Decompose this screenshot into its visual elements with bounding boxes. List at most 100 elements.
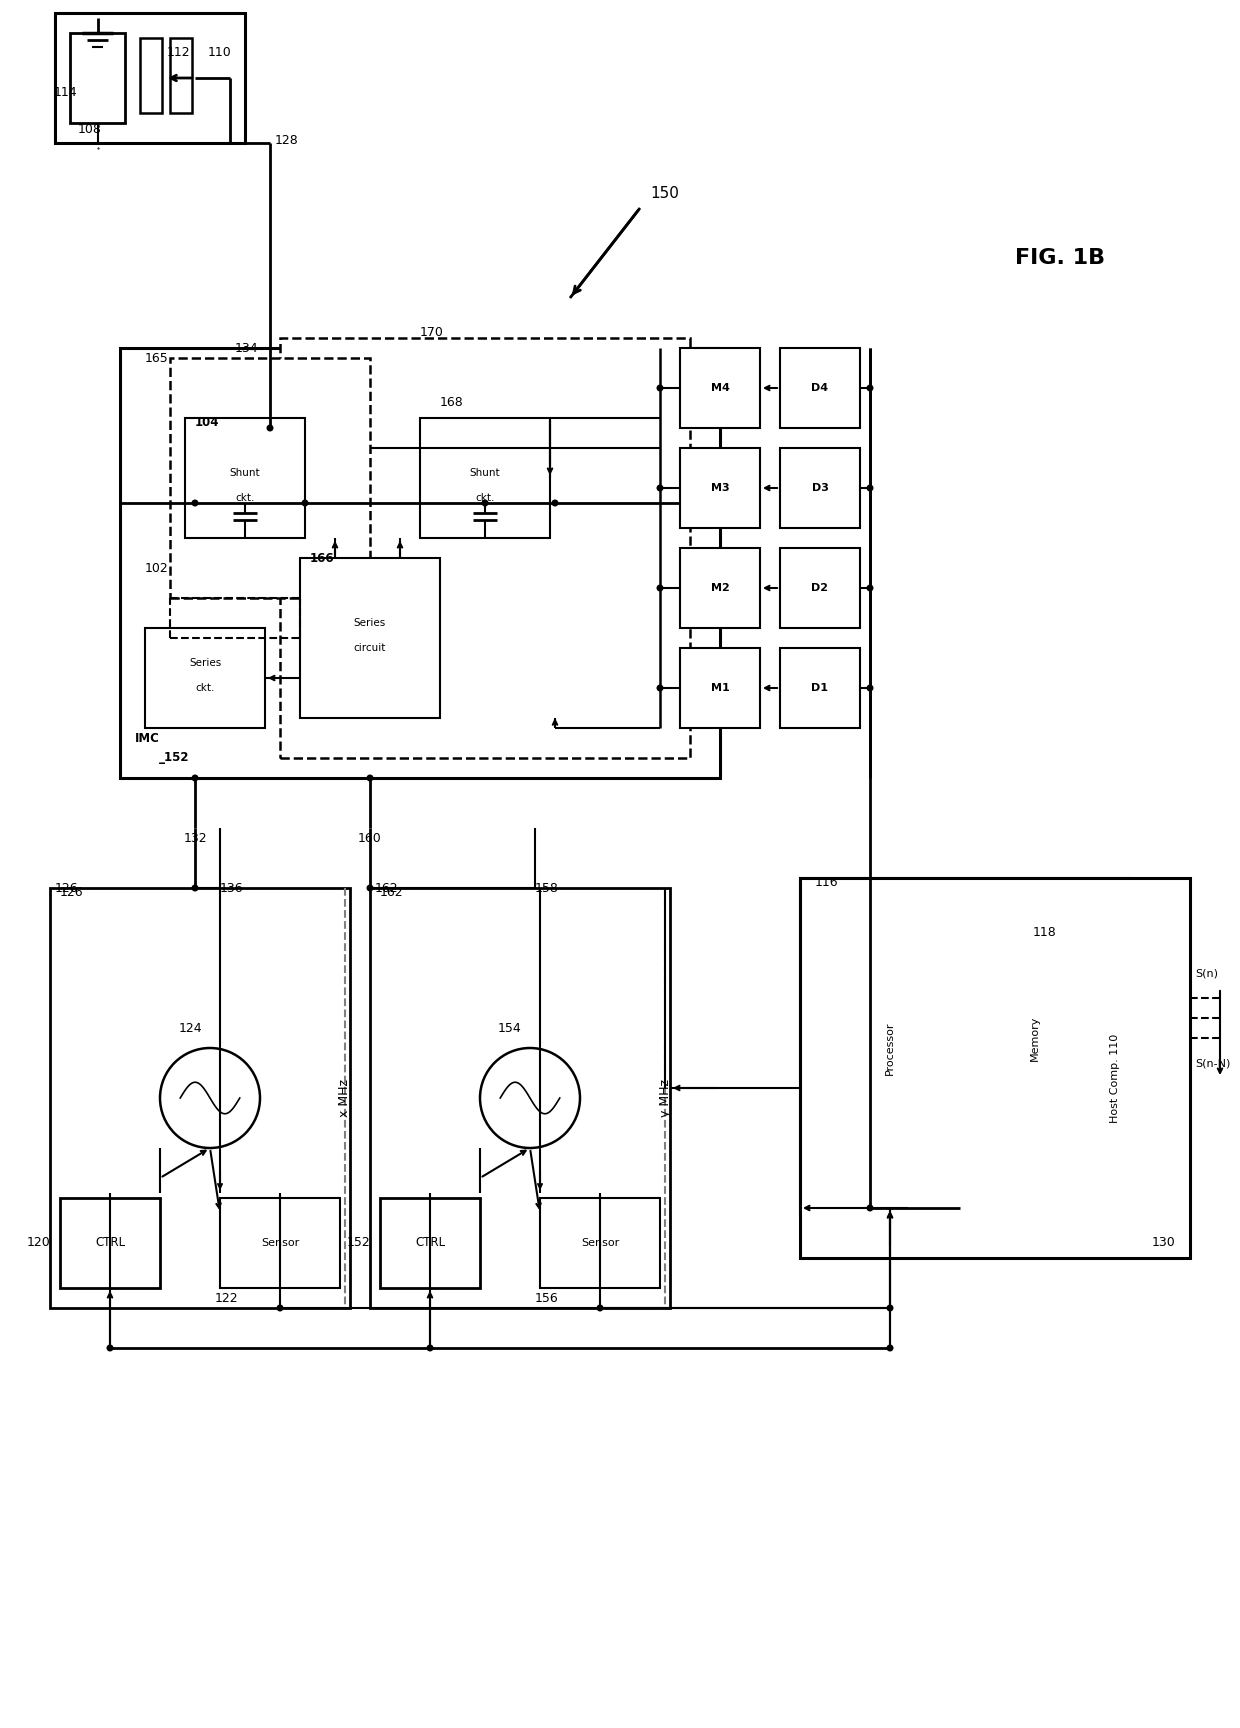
Text: 122: 122	[215, 1291, 238, 1305]
Text: M2: M2	[711, 582, 729, 593]
Text: D1: D1	[811, 683, 828, 693]
Bar	[170, 38, 192, 112]
Text: 118: 118	[1033, 926, 1056, 940]
Text: Shunt: Shunt	[229, 468, 260, 479]
Circle shape	[482, 499, 487, 506]
Text: 128: 128	[275, 133, 299, 147]
Text: FIG. 1B: FIG. 1B	[1014, 249, 1105, 268]
Circle shape	[428, 1344, 433, 1351]
Circle shape	[887, 1344, 893, 1351]
Bar	[69, 33, 125, 123]
Text: 114: 114	[53, 86, 77, 100]
Text: 116: 116	[815, 876, 838, 890]
Text: Sensor: Sensor	[260, 1237, 299, 1248]
Circle shape	[192, 776, 198, 781]
Text: 152: 152	[346, 1237, 370, 1249]
Text: Processor: Processor	[885, 1021, 895, 1075]
Text: 112: 112	[166, 47, 190, 59]
Text: Series: Series	[353, 619, 386, 627]
Text: 134: 134	[236, 342, 259, 354]
Text: 156: 156	[534, 1291, 559, 1305]
Circle shape	[657, 385, 663, 391]
Circle shape	[107, 1344, 113, 1351]
Text: 160: 160	[358, 831, 382, 845]
Text: ckt.: ckt.	[196, 683, 215, 693]
Text: M4: M4	[711, 384, 729, 392]
Bar	[680, 448, 760, 529]
Circle shape	[367, 776, 373, 781]
Text: ̲152: ̲152	[165, 752, 190, 764]
Text: 104: 104	[195, 416, 219, 430]
Text: 136: 136	[219, 881, 243, 895]
Text: 154: 154	[498, 1021, 522, 1035]
Circle shape	[657, 486, 663, 491]
Bar	[300, 558, 440, 719]
Circle shape	[867, 686, 873, 691]
Bar	[780, 648, 861, 727]
Circle shape	[867, 586, 873, 591]
Text: 120: 120	[26, 1237, 50, 1249]
Circle shape	[867, 486, 873, 491]
Text: D3: D3	[811, 484, 828, 492]
Bar	[280, 339, 689, 759]
Text: CTRL: CTRL	[95, 1237, 125, 1249]
Text: S(n): S(n)	[1195, 968, 1218, 978]
Bar	[219, 1198, 340, 1287]
Bar	[185, 418, 305, 537]
Bar	[539, 1198, 660, 1287]
Bar	[680, 548, 760, 627]
Text: 126: 126	[60, 886, 83, 900]
Text: 102: 102	[145, 562, 169, 574]
Text: 124: 124	[179, 1021, 202, 1035]
Bar	[780, 347, 861, 429]
Text: ckt.: ckt.	[475, 492, 495, 503]
Text: 110: 110	[208, 47, 232, 59]
Circle shape	[887, 1305, 893, 1312]
Text: IMC: IMC	[135, 731, 160, 745]
Circle shape	[267, 425, 273, 430]
Text: 130: 130	[1151, 1237, 1176, 1249]
Text: 170: 170	[420, 327, 444, 339]
Text: ckt.: ckt.	[236, 492, 254, 503]
Text: x MHz: x MHz	[339, 1078, 351, 1116]
Text: D2: D2	[811, 582, 828, 593]
Bar	[145, 627, 265, 727]
Text: 168: 168	[440, 396, 464, 410]
Bar	[370, 888, 670, 1308]
Text: S(n-N): S(n-N)	[1195, 1058, 1230, 1068]
Circle shape	[552, 499, 558, 506]
Bar	[50, 888, 350, 1308]
Text: Series: Series	[188, 658, 221, 669]
Circle shape	[192, 885, 198, 892]
Bar	[120, 347, 720, 778]
Bar	[780, 448, 861, 529]
Text: 108: 108	[78, 123, 102, 137]
Text: 166: 166	[310, 551, 335, 565]
Text: 165: 165	[145, 351, 169, 365]
Circle shape	[367, 885, 373, 892]
Bar	[780, 548, 861, 627]
Bar	[800, 878, 1190, 1258]
Text: 162: 162	[379, 886, 404, 900]
Bar	[170, 358, 370, 598]
Text: 150: 150	[651, 185, 680, 200]
Bar	[140, 38, 162, 112]
Text: Shunt: Shunt	[470, 468, 500, 479]
Bar	[379, 1198, 480, 1287]
Circle shape	[867, 1204, 873, 1211]
Circle shape	[303, 499, 308, 506]
Text: circuit: circuit	[353, 643, 386, 653]
Text: 162: 162	[374, 881, 398, 895]
Text: D4: D4	[811, 384, 828, 392]
Text: y MHz: y MHz	[658, 1078, 672, 1116]
Bar	[680, 347, 760, 429]
Bar	[680, 648, 760, 727]
Bar	[800, 878, 1130, 1208]
Text: Sensor: Sensor	[580, 1237, 619, 1248]
Circle shape	[657, 686, 663, 691]
Bar	[60, 1198, 160, 1287]
Circle shape	[278, 1305, 283, 1312]
Bar	[980, 949, 1090, 1128]
Text: 158: 158	[534, 881, 559, 895]
Text: M3: M3	[711, 484, 729, 492]
